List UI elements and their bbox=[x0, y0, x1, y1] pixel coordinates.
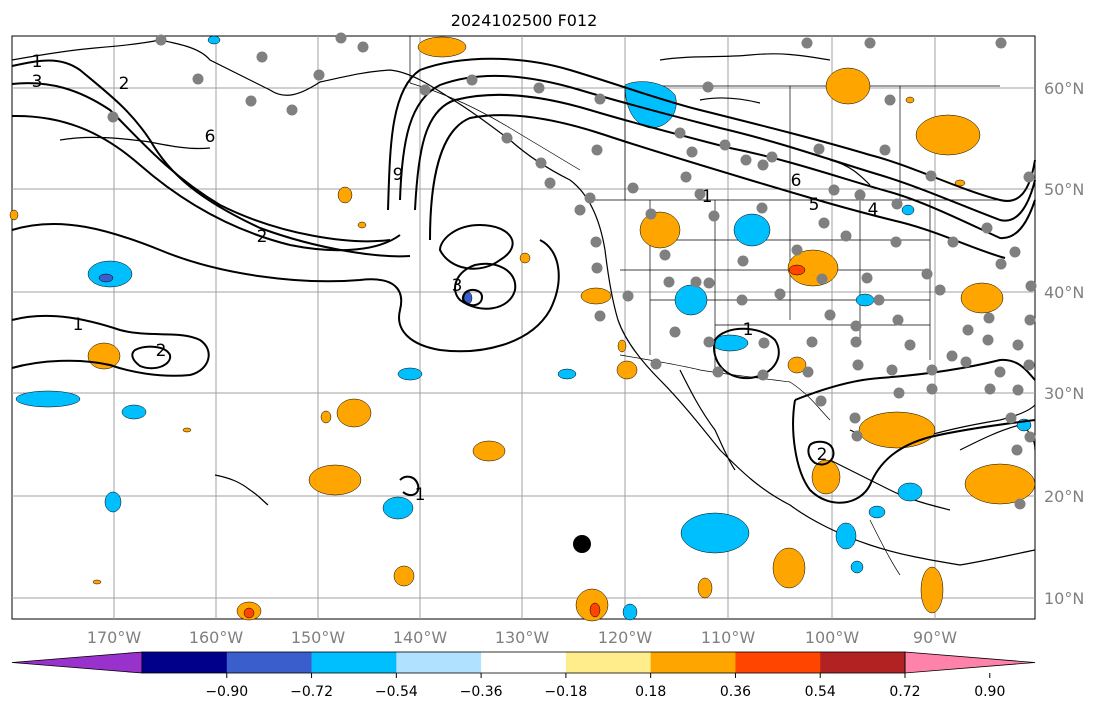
colorbar-tick-label: −0.72 bbox=[290, 684, 333, 700]
anomaly-fills bbox=[9, 35, 1036, 622]
colorbar-segments bbox=[11, 651, 1036, 674]
colorbar: −0.90 −0.72 −0.54 −0.36 −0.18 0.18 0.36 0.54 0.7… bbox=[11, 651, 1036, 700]
lon-tick-label: 140°W bbox=[393, 628, 448, 647]
contour-label: 1 bbox=[415, 485, 426, 505]
colorbar-extend-high bbox=[904, 651, 1036, 674]
lat-tick-label: 20°N bbox=[1044, 487, 1084, 506]
highlight-marker bbox=[573, 535, 591, 553]
contour-label: 6 bbox=[791, 171, 802, 191]
contour-label: 6 bbox=[205, 127, 216, 147]
colorbar-extend-low bbox=[11, 651, 143, 674]
lon-tick-label: 90°W bbox=[913, 628, 957, 647]
lon-tick-label: 130°W bbox=[495, 628, 550, 647]
contour-labels: 1 3 2 6 9 3 2 1 6 5 4 1 2 1 2 1 bbox=[32, 52, 879, 505]
lat-tick-label: 50°N bbox=[1044, 180, 1084, 199]
colorbar-tick-label: −0.18 bbox=[544, 684, 587, 700]
colorbar-outline bbox=[141, 651, 906, 674]
colorbar-tick-label: −0.36 bbox=[460, 684, 503, 700]
contour-label: 1 bbox=[743, 320, 754, 340]
colorbar-segment bbox=[311, 652, 397, 673]
colorbar-tick-label: 0.90 bbox=[974, 684, 1005, 700]
colorbar-tick-label: 0.18 bbox=[635, 684, 666, 700]
lon-tick-label: 120°W bbox=[598, 628, 653, 647]
colorbar-segment bbox=[396, 652, 482, 673]
colorbar-segment bbox=[142, 652, 228, 673]
lat-tick-label: 30°N bbox=[1044, 384, 1084, 403]
lat-tick-label: 10°N bbox=[1044, 589, 1084, 608]
contour-label: 2 bbox=[817, 445, 828, 465]
lon-tick-label: 110°W bbox=[701, 628, 756, 647]
contour-label: 3 bbox=[452, 276, 463, 296]
borders bbox=[409, 36, 1000, 576]
map-title: 2024102500 F012 bbox=[451, 11, 598, 30]
contour-label: 3 bbox=[32, 72, 43, 92]
colorbar-tick-label: −0.90 bbox=[205, 684, 248, 700]
colorbar-segment bbox=[735, 652, 821, 673]
colorbar-segment bbox=[820, 652, 906, 673]
lon-tick-label: 170°W bbox=[87, 628, 142, 647]
colorbar-segment bbox=[565, 652, 652, 673]
colorbar-labels: −0.90 −0.72 −0.54 −0.36 −0.18 0.18 0.36 0.54 0.7… bbox=[205, 684, 1005, 700]
colorbar-tick-label: 0.36 bbox=[720, 684, 751, 700]
longitude-labels: 170°W 160°W 150°W 140°W 130°W 120°W 110°… bbox=[87, 628, 957, 647]
colorbar-segment bbox=[481, 652, 567, 673]
lon-tick-label: 160°W bbox=[189, 628, 244, 647]
station-markers bbox=[107, 32, 1037, 510]
map-panel: 1 3 2 6 9 3 2 1 6 5 4 1 2 1 2 1 bbox=[9, 32, 1037, 622]
colorbar-tick-label: 0.54 bbox=[805, 684, 836, 700]
colorbar-tick-label: 0.72 bbox=[889, 684, 920, 700]
coastlines bbox=[11, 39, 1036, 566]
contour-label: 1 bbox=[32, 52, 43, 72]
contour-label: 2 bbox=[119, 74, 130, 94]
contour-label: 4 bbox=[868, 200, 879, 220]
colorbar-tick-label: −0.54 bbox=[375, 684, 418, 700]
contour-lines bbox=[11, 57, 1036, 504]
contour-label: 9 bbox=[393, 165, 404, 185]
latitude-labels: 60°N 50°N 40°N 30°N 20°N 10°N bbox=[1044, 79, 1084, 608]
lat-tick-label: 60°N bbox=[1044, 79, 1084, 98]
colorbar-segment bbox=[226, 652, 313, 673]
contour-label: 1 bbox=[702, 187, 713, 207]
colorbar-segment bbox=[650, 652, 736, 673]
lat-tick-label: 40°N bbox=[1044, 283, 1084, 302]
lon-tick-label: 100°W bbox=[805, 628, 860, 647]
lon-tick-label: 150°W bbox=[291, 628, 346, 647]
contour-label: 2 bbox=[257, 227, 268, 247]
contour-label: 1 bbox=[73, 315, 84, 335]
contour-label: 5 bbox=[809, 195, 820, 215]
colorbar-ticks bbox=[226, 673, 991, 678]
contour-label: 2 bbox=[156, 341, 167, 361]
